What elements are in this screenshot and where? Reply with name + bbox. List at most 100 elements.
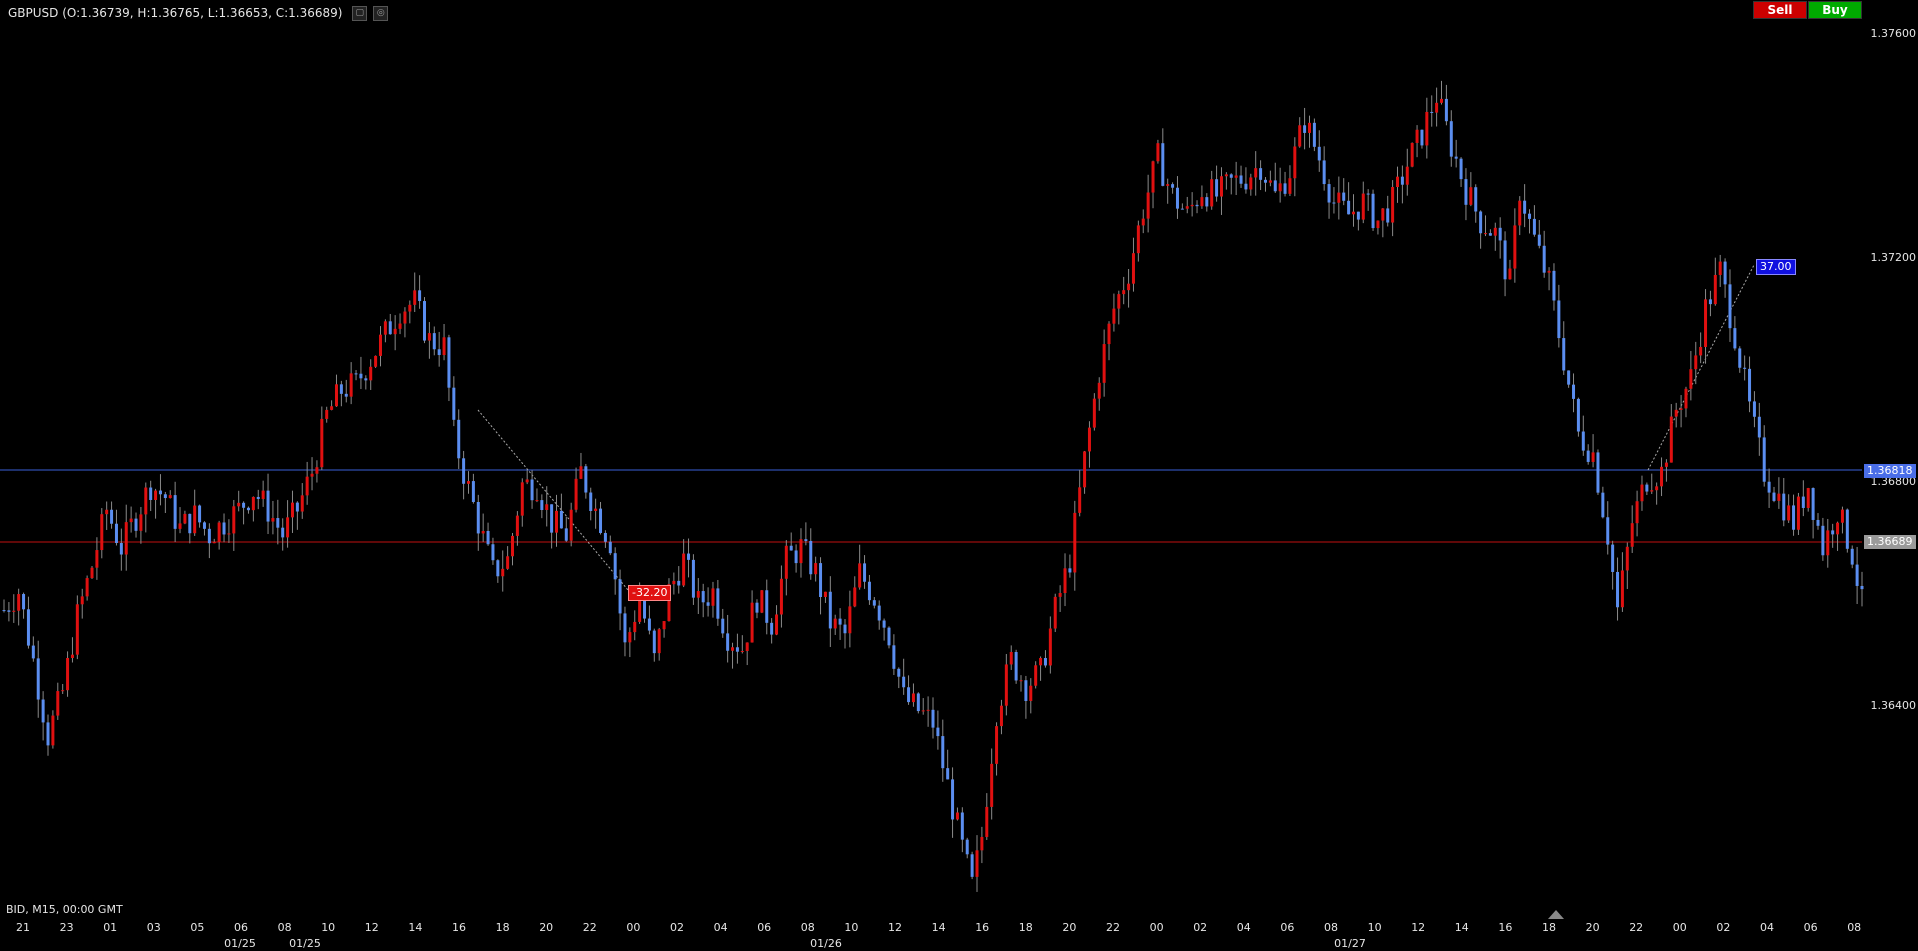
candle-body — [1127, 283, 1131, 291]
candle-body — [1229, 174, 1233, 178]
candle-body — [1117, 294, 1121, 309]
time-tick-label: 04 — [713, 921, 728, 934]
candle-body — [486, 530, 490, 545]
candle-body — [1141, 218, 1145, 226]
candle-body — [745, 642, 749, 651]
time-tick-label: 16 — [452, 921, 466, 934]
candle-body — [1097, 382, 1101, 399]
symbol-header: GBPUSD (O:1.36739, H:1.36765, L:1.36653,… — [8, 6, 389, 21]
candle-body — [1073, 512, 1077, 573]
time-tick-label: 06 — [234, 921, 248, 934]
candle-body — [1787, 505, 1791, 521]
candle-body — [359, 373, 363, 379]
candle-body — [1249, 177, 1253, 190]
candle-body — [1743, 367, 1747, 369]
candle-body — [677, 580, 681, 586]
candle-body — [775, 614, 779, 635]
candle-body — [300, 495, 304, 512]
candle-body — [848, 606, 852, 634]
buy-button[interactable]: Buy — [1808, 1, 1862, 19]
candle-body — [740, 650, 744, 652]
time-tick-label: 22 — [1629, 921, 1644, 934]
candle-body — [1043, 658, 1047, 666]
candle-body — [2, 610, 6, 612]
candle-body — [926, 709, 930, 711]
candle-body — [765, 590, 769, 623]
candle-body — [760, 590, 764, 613]
candle-body — [1640, 484, 1644, 502]
price-axis-label: 1.37200 — [1870, 251, 1917, 264]
chart-options-icon[interactable]: ◎ — [373, 6, 389, 21]
candle-body — [657, 629, 661, 654]
time-tick-label: 00 — [1149, 921, 1164, 934]
candle-body — [887, 627, 891, 646]
candle-body — [965, 839, 969, 855]
candle-body — [1381, 208, 1385, 221]
candle-body — [290, 502, 294, 518]
candle-body — [960, 812, 964, 840]
time-tick-label: 04 — [1760, 921, 1774, 934]
candle-body — [1576, 398, 1580, 432]
time-tick-label: 18 — [1542, 921, 1556, 934]
candle-body — [26, 609, 30, 646]
candle-body — [1224, 174, 1228, 177]
candle-body — [1107, 323, 1111, 345]
candle-body — [1645, 484, 1649, 492]
candle-body — [1532, 218, 1536, 235]
candle-body — [863, 563, 867, 582]
candle-body — [1679, 408, 1683, 410]
candle-body — [1078, 487, 1082, 513]
candle-body — [555, 510, 559, 533]
candle-body — [706, 602, 710, 606]
candle-body — [149, 487, 153, 500]
current-price-tag: 1.36689 — [1864, 535, 1916, 549]
candle-body — [1498, 227, 1502, 241]
candle-body — [1655, 486, 1659, 491]
candle-body — [471, 481, 475, 502]
scroll-position-icon[interactable] — [1548, 910, 1564, 919]
chart-info-footer: BID, M15, 00:00 GMT — [6, 903, 123, 916]
candle-body — [867, 581, 871, 601]
candle-body — [515, 515, 519, 536]
candle-body — [168, 495, 172, 499]
candle-body — [1748, 368, 1752, 402]
candle-body — [1792, 505, 1796, 530]
candle-body — [970, 854, 974, 877]
candle-body — [1307, 122, 1311, 133]
time-tick-label: 04 — [1236, 921, 1251, 934]
candle-body — [872, 600, 876, 606]
negative-pnl-tag[interactable]: -32.20 — [628, 585, 672, 601]
candle-body — [1435, 102, 1439, 113]
candle-body — [1151, 161, 1155, 193]
candle-body — [1215, 179, 1219, 197]
candle-body — [1048, 628, 1052, 666]
candle-body — [1518, 200, 1522, 226]
candle-body — [1376, 220, 1380, 229]
candle-body — [916, 693, 920, 712]
candle-body — [422, 301, 426, 341]
candle-body — [980, 836, 984, 851]
candle-body — [1479, 211, 1483, 234]
candle-body — [1405, 166, 1409, 185]
candle-body — [1244, 183, 1248, 190]
candle-body — [383, 321, 387, 335]
candle-body — [452, 387, 456, 420]
positive-pnl-tag[interactable]: 37.00 — [1756, 259, 1796, 275]
candle-body — [1523, 200, 1527, 214]
candle-body — [594, 508, 598, 511]
candle-body — [1087, 427, 1091, 452]
chart-settings-icon[interactable]: ▢ — [352, 6, 368, 21]
candle-body — [1102, 344, 1106, 383]
time-tick-label: 12 — [888, 921, 902, 934]
candle-body — [1239, 175, 1243, 184]
sell-button[interactable]: Sell — [1753, 1, 1807, 19]
candle-body — [1831, 530, 1835, 535]
candle-body — [202, 522, 206, 529]
date-label: 01/27 — [1334, 937, 1366, 950]
blue-line-price-tag[interactable]: 1.36818 — [1864, 464, 1916, 478]
candle-body — [90, 567, 94, 579]
candle-body — [1131, 253, 1135, 284]
time-tick-label: 10 — [321, 921, 336, 934]
candle-body — [1557, 300, 1561, 339]
